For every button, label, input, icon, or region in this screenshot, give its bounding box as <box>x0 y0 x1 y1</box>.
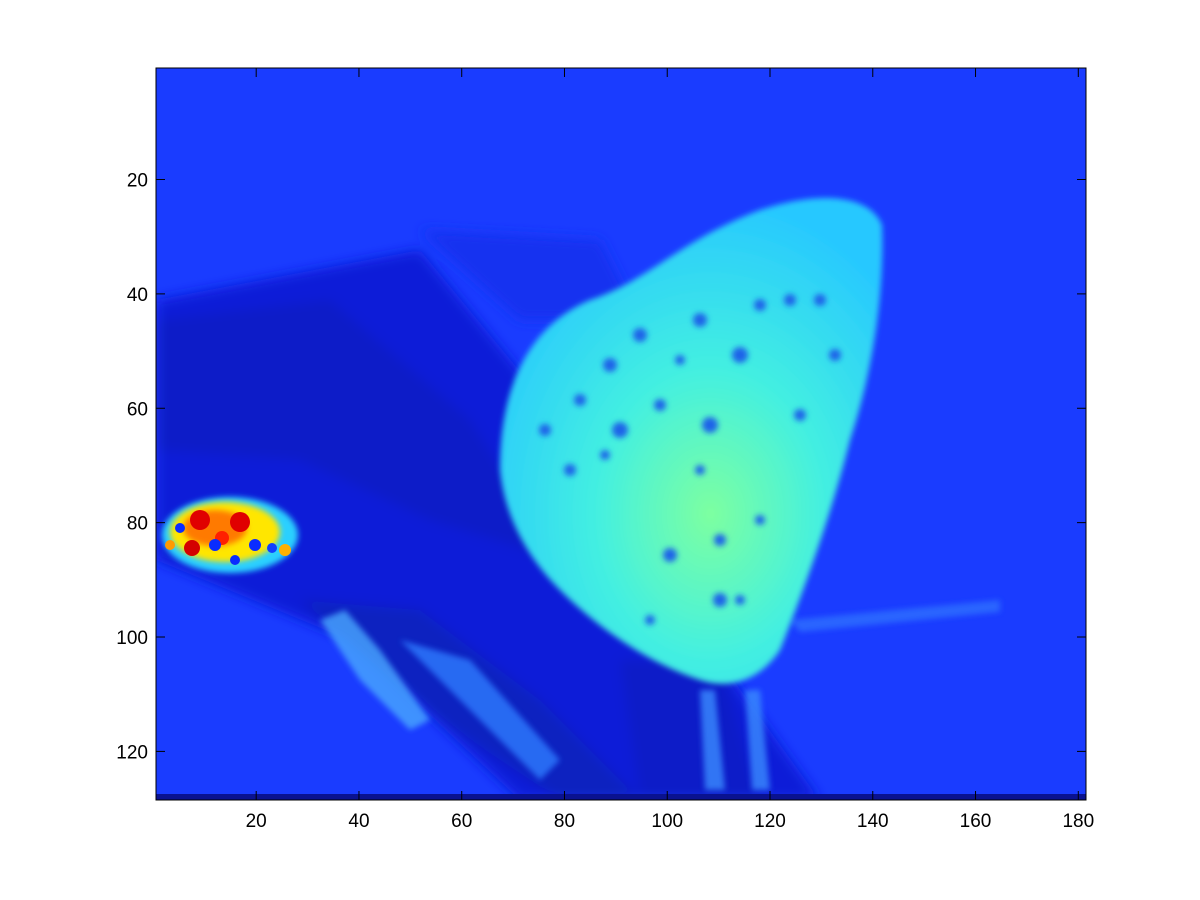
heatmap-image <box>156 68 1086 800</box>
x-tick-label: 160 <box>960 811 992 832</box>
x-tick-label: 40 <box>348 811 369 832</box>
x-tick-label: 140 <box>857 811 889 832</box>
y-tick-label: 100 <box>116 628 148 649</box>
y-tick-label: 120 <box>116 742 148 763</box>
x-tick-label: 20 <box>246 811 267 832</box>
x-tick-label: 60 <box>451 811 472 832</box>
axis-tick-labels: 20 40 60 80 100 120 140 160 180 20 40 60 80 100 120 <box>116 171 1094 832</box>
x-tick-label: 120 <box>754 811 786 832</box>
y-tick-label: 80 <box>127 514 148 535</box>
hot-spot <box>162 497 298 573</box>
y-tick-label: 40 <box>127 285 148 306</box>
wing-spots <box>539 294 841 625</box>
axes-box <box>155 67 1087 801</box>
y-tick-label: 20 <box>127 171 148 192</box>
x-tick-label: 180 <box>1062 811 1094 832</box>
axis-ticks <box>156 68 1086 800</box>
x-tick-label: 80 <box>554 811 575 832</box>
x-tick-label: 100 <box>651 811 683 832</box>
bottom-band <box>156 794 1086 800</box>
y-tick-label: 60 <box>127 399 148 420</box>
